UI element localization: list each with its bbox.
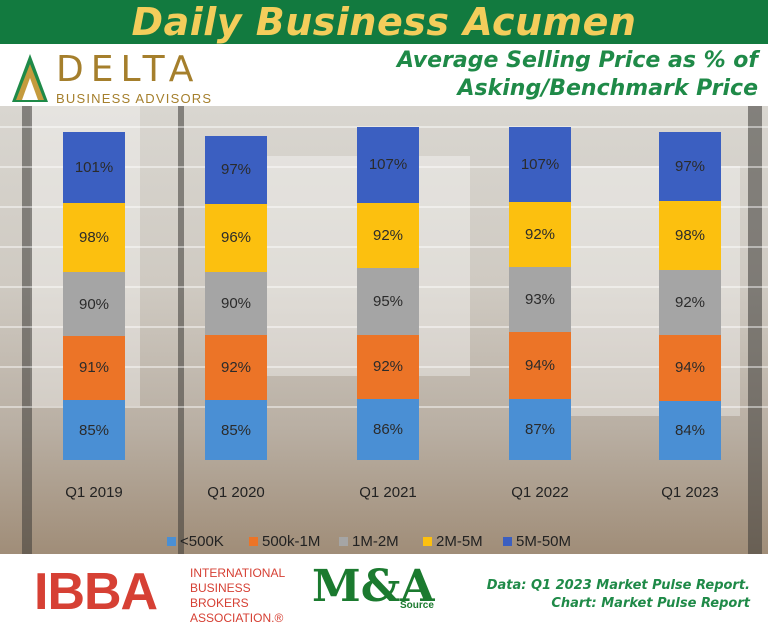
ma-logo-text: M&A: [312, 561, 435, 612]
data-label: 97%: [220, 161, 252, 179]
data-credit-line-2: Chart: Market Pulse Report: [551, 596, 750, 611]
data-label: 92%: [220, 359, 252, 377]
delta-logo-subtitle: BUSINESS ADVISORS: [56, 91, 213, 106]
data-label: 101%: [74, 159, 114, 177]
data-label: 94%: [674, 359, 706, 377]
category-label: Q1 2020: [207, 484, 265, 501]
category-label: Q1 2019: [65, 484, 123, 501]
ibba-name: INTERNATIONAL BUSINESS BROKERS ASSOCIATI…: [190, 566, 285, 625]
bar-segment: 97%: [659, 132, 721, 201]
bar-segment: 92%: [659, 269, 721, 335]
chart-legend: <500K 500k-1M 1M-2M 2M-5M 5M-50M: [0, 530, 768, 552]
banner: Daily Business Acumen: [0, 0, 768, 44]
data-credit-line-1: Data: Q1 2023 Market Pulse Report.: [486, 578, 750, 593]
bar-segment: 95%: [357, 267, 419, 335]
bar-segment: 101%: [63, 132, 125, 204]
bar-segment: 92%: [205, 335, 267, 401]
data-label: 98%: [78, 229, 110, 247]
bar-segment: 92%: [357, 334, 419, 400]
data-label: 96%: [220, 229, 252, 247]
bar-segment: 93%: [509, 266, 571, 333]
delta-logo-word: DELTA: [56, 49, 201, 90]
data-label: 94%: [524, 357, 556, 375]
ma-source-logo: M&A Source: [312, 560, 435, 620]
delta-triangle-icon: [12, 54, 48, 102]
category-label: Q1 2021: [359, 484, 417, 501]
data-label: 98%: [674, 226, 706, 244]
category-label: Q1 2022: [511, 484, 569, 501]
banner-title: Daily Business Acumen: [131, 0, 637, 44]
data-label: 97%: [674, 157, 706, 175]
legend-item: 2M-5M: [423, 530, 483, 552]
data-label: 107%: [520, 155, 560, 173]
data-label: 92%: [524, 225, 556, 243]
ma-logo-source: Source: [400, 600, 434, 611]
data-label: 95%: [372, 292, 404, 310]
bar-segment: 90%: [205, 271, 267, 336]
data-label: 92%: [674, 293, 706, 311]
chart-title: Average Selling Price as % of Asking/Ben…: [397, 47, 758, 103]
bar-segment: 107%: [357, 127, 419, 203]
category-label: Q1 2023: [661, 484, 719, 501]
legend-item: 1M-2M: [339, 530, 399, 552]
legend-swatch: [503, 536, 512, 546]
legend-item: <500K: [167, 530, 224, 552]
bar-segment: 98%: [63, 203, 125, 273]
legend-label: 2M-5M: [436, 532, 483, 550]
bar-segment: 92%: [357, 202, 419, 268]
legend-item: 500k-1M: [249, 530, 320, 552]
bar-segment: 98%: [659, 200, 721, 270]
legend-label: 1M-2M: [352, 532, 399, 550]
legend-swatch: [423, 536, 432, 546]
legend-label: 500k-1M: [262, 532, 321, 550]
bar-segment: 96%: [205, 204, 267, 272]
legend-swatch: [167, 536, 176, 546]
bar-segment: 85%: [205, 400, 267, 460]
legend-label: 5M-50M: [516, 532, 572, 550]
data-label: 85%: [220, 421, 252, 439]
bar-segment: 92%: [509, 201, 571, 267]
bar-segment: 97%: [205, 135, 267, 205]
legend-swatch: [339, 536, 348, 546]
stacked-bar-plot: 85% 91% 90% 98% 101% 85% 92% 90% 96% 97% 86% 92% 95%…: [0, 106, 768, 554]
delta-logo: DELTA BUSINESS ADVISORS: [8, 49, 223, 106]
legend-swatch: [249, 536, 258, 546]
bar-segment: 84%: [659, 400, 721, 460]
footer: IBBA INTERNATIONAL BUSINESS BROKERS ASSO…: [0, 554, 768, 629]
bar-segment: 85%: [63, 400, 125, 460]
legend-label: <500K: [180, 532, 224, 550]
bar-segment: 91%: [63, 335, 125, 401]
data-label: 85%: [78, 421, 110, 439]
data-label: 84%: [674, 421, 706, 439]
data-credit: Data: Q1 2023 Market Pulse Report. Chart…: [487, 577, 750, 613]
header: DELTA BUSINESS ADVISORS Average Selling …: [0, 44, 768, 106]
chart-title-line-2: Asking/Benchmark Price: [457, 76, 758, 101]
bar-segment: 86%: [357, 399, 419, 460]
data-label: 92%: [372, 358, 404, 376]
data-label: 91%: [78, 359, 110, 377]
data-label: 93%: [524, 291, 556, 309]
bar-segment: 94%: [659, 334, 721, 401]
legend-item: 5M-50M: [503, 530, 571, 552]
bar-segment: 94%: [509, 332, 571, 399]
data-label: 107%: [368, 156, 408, 174]
data-label: 92%: [372, 226, 404, 244]
chart-title-line-1: Average Selling Price as % of: [396, 48, 758, 73]
data-label: 90%: [78, 295, 110, 313]
data-label: 87%: [524, 420, 556, 438]
data-label: 90%: [220, 294, 252, 312]
bar-segment: 107%: [509, 126, 571, 202]
bar-segment: 87%: [509, 398, 571, 460]
ibba-logo: IBBA: [34, 563, 158, 621]
data-label: 86%: [372, 421, 404, 439]
bar-segment: 90%: [63, 272, 125, 336]
